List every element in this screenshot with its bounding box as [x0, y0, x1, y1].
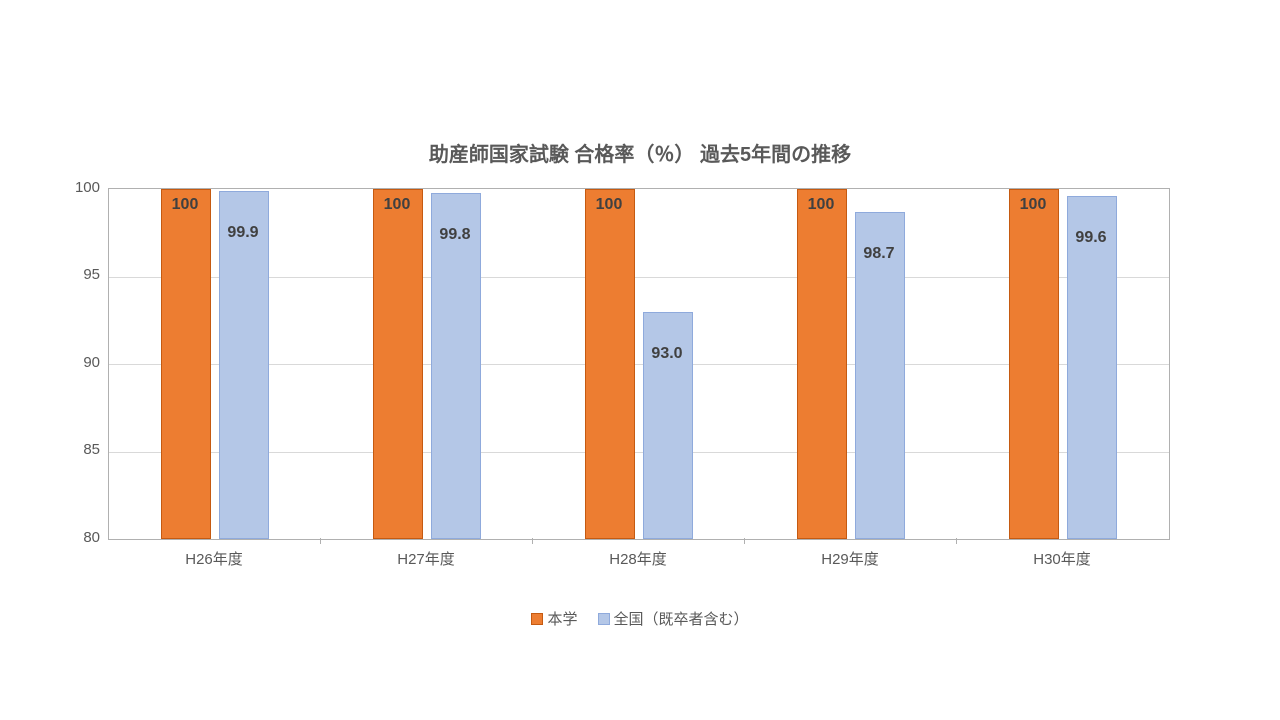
legend-label: 本学 — [547, 608, 577, 629]
x-tick — [532, 538, 533, 544]
x-tick-label: H27年度 — [320, 548, 532, 569]
x-tick — [956, 538, 957, 544]
y-tick-label: 85 — [50, 441, 100, 458]
bar-label: 99.8 — [420, 226, 490, 244]
y-tick-label: 95 — [50, 266, 100, 283]
bar-label: 99.9 — [208, 224, 278, 242]
bar-label: 100 — [574, 196, 644, 214]
chart-title: 助産師国家試験 合格率（％） 過去5年間の推移 — [0, 138, 1280, 167]
bar-全国（既卒者含む） — [431, 193, 481, 540]
bar-本学 — [373, 189, 423, 539]
bar-label: 93.0 — [632, 345, 702, 363]
legend-item: 全国（既卒者含む） — [598, 608, 749, 629]
legend-swatch — [531, 613, 543, 625]
y-tick-label: 100 — [50, 179, 100, 196]
x-tick-label: H28年度 — [532, 548, 744, 569]
legend-item: 本学 — [531, 608, 577, 629]
x-tick-label: H30年度 — [956, 548, 1168, 569]
x-tick-label: H26年度 — [108, 548, 320, 569]
bar-本学 — [161, 189, 211, 539]
bar-本学 — [797, 189, 847, 539]
bar-label: 100 — [998, 196, 1068, 214]
y-tick-label: 80 — [50, 529, 100, 546]
legend: 本学 全国（既卒者含む） — [0, 608, 1280, 629]
bar-本学 — [585, 189, 635, 539]
x-tick — [744, 538, 745, 544]
x-tick — [320, 538, 321, 544]
legend-swatch — [598, 613, 610, 625]
bar-label: 100 — [150, 196, 220, 214]
bar-label: 100 — [362, 196, 432, 214]
chart-container: 助産師国家試験 合格率（％） 過去5年間の推移 本学 全国（既卒者含む） 80 85… — [0, 0, 1280, 720]
legend-label: 全国（既卒者含む） — [614, 608, 749, 629]
bar-全国（既卒者含む） — [219, 191, 269, 539]
bar-本学 — [1009, 189, 1059, 539]
y-tick-label: 90 — [50, 354, 100, 371]
bar-label: 100 — [786, 196, 856, 214]
bar-全国（既卒者含む） — [1067, 196, 1117, 539]
bar-label: 98.7 — [844, 245, 914, 263]
bar-label: 99.6 — [1056, 229, 1126, 247]
x-tick-label: H29年度 — [744, 548, 956, 569]
